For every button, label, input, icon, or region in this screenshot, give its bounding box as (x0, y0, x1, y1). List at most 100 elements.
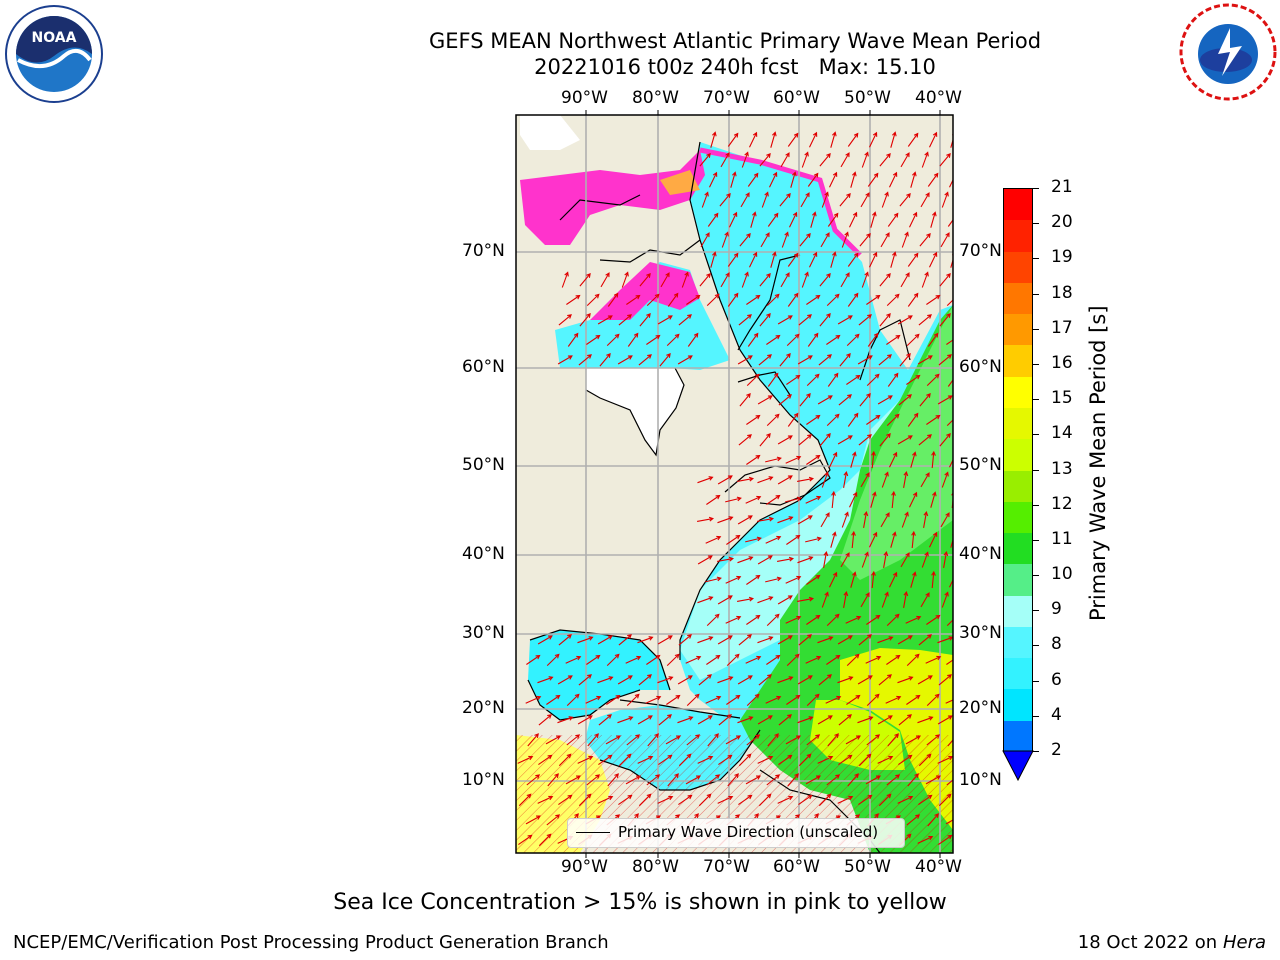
wave-arrow (717, 475, 733, 485)
wave-arrow (625, 655, 642, 664)
wave-arrow (525, 815, 541, 825)
wave-arrow (926, 414, 941, 425)
wave-arrow (598, 714, 612, 726)
title-line-1: GEFS MEAN Northwest Atlantic Primary Wav… (428, 29, 1042, 53)
wave-arrow (877, 755, 894, 764)
wave-arrow (778, 714, 792, 726)
wave-arrow (720, 272, 730, 288)
wave-arrow (847, 412, 859, 427)
wave-arrow (777, 595, 793, 605)
colorbar-segment (1004, 376, 1032, 409)
wave-arrow (746, 294, 761, 305)
wave-arrow (798, 753, 812, 767)
lon-label-top: 90°W (561, 88, 608, 108)
wave-arrow (930, 211, 937, 228)
colorbar-tick-mark (1033, 399, 1039, 401)
wave-arrow (919, 393, 931, 407)
wave-arrow (940, 512, 950, 528)
colorbar-tick-mark (1033, 363, 1039, 365)
wave-arrow (846, 694, 861, 705)
wave-arrow (920, 472, 930, 488)
wave-arrow (865, 775, 881, 785)
colorbar-tick-label: 6 (1051, 669, 1062, 690)
wave-arrow (879, 273, 891, 287)
wave-arrow (746, 373, 760, 386)
wave-arrow (617, 355, 633, 365)
wave-arrow (697, 516, 715, 522)
wave-arrow (810, 211, 817, 228)
colorbar-tick-label: 16 (1051, 352, 1073, 373)
wave-arrow (907, 412, 919, 427)
wave-arrow (886, 334, 901, 345)
wave-arrow (826, 413, 840, 426)
wave-arrow (766, 654, 781, 665)
wave-arrow (667, 773, 679, 787)
wave-arrow (821, 591, 829, 608)
wave-arrow (697, 596, 714, 604)
wave-arrow (787, 132, 799, 147)
wave-arrow (929, 531, 938, 548)
wave-arrow (725, 735, 741, 745)
wave-arrow (626, 693, 640, 706)
colorbar-tick-label: 10 (1051, 564, 1073, 585)
wave-arrow (765, 535, 782, 544)
wave-arrow (699, 273, 711, 287)
colorbar-tick-mark (1033, 434, 1039, 436)
wave-arrow (617, 716, 634, 724)
wave-arrow (851, 530, 856, 549)
wave-arrow (766, 293, 780, 306)
wave-arrow (858, 753, 872, 767)
wave-arrow (618, 753, 632, 767)
wave-arrow (938, 834, 953, 846)
wave-arrow (577, 755, 594, 764)
wave-arrow (845, 615, 862, 624)
colorbar-tick-label: 21 (1051, 177, 1073, 197)
wave-arrow (785, 496, 802, 503)
wave-arrow (618, 794, 633, 806)
wave-arrow (910, 571, 917, 588)
wave-arrow (697, 476, 714, 484)
lat-label-right: 70°N (959, 241, 1002, 261)
lat-label-left: 40°N (462, 544, 505, 564)
wave-arrow (765, 695, 782, 704)
wave-arrow (918, 794, 933, 806)
wave-arrow (760, 232, 770, 248)
wave-arrow (866, 693, 880, 706)
colorbar-segment (1004, 720, 1032, 753)
wave-arrow (779, 353, 791, 367)
wave-arrow (911, 530, 916, 549)
wave-arrow (906, 374, 921, 385)
lat-label-left: 60°N (462, 357, 505, 377)
colorbar-ticks: 21 20 19 18 17 16 15 14 13 12 11 10 9 8 6 4 2 (1033, 177, 1073, 760)
wave-arrow (927, 172, 939, 187)
wave-arrow (706, 494, 721, 505)
wave-arrow (866, 614, 881, 625)
wave-arrow (837, 676, 854, 684)
wave-arrow (867, 332, 879, 347)
wave-arrow (866, 414, 881, 425)
wave-arrow (700, 232, 710, 248)
wave-arrow (787, 292, 799, 307)
wave-arrow (666, 653, 680, 666)
wave-arrow (786, 694, 801, 705)
wave-arrow (789, 211, 798, 228)
lat-label-left: 20°N (462, 698, 505, 718)
lat-label-right: 20°N (959, 698, 1002, 718)
wave-arrow (870, 491, 877, 508)
wave-arrow (727, 252, 739, 267)
wave-arrow (927, 332, 939, 347)
wave-arrow (780, 152, 790, 168)
wave-arrow (786, 534, 801, 545)
wave-arrow (946, 659, 953, 665)
wave-arrow (910, 451, 917, 468)
wave-arrow (883, 550, 889, 568)
wave-arrow (738, 794, 753, 806)
wave-arrow (781, 231, 789, 248)
wave-arrow (586, 293, 600, 306)
map-frame (515, 114, 954, 854)
wave-arrow (941, 191, 949, 208)
wave-arrow (658, 754, 673, 766)
wave-arrow (761, 191, 769, 208)
wave-arrow (579, 273, 591, 287)
wave-arrow (621, 271, 629, 288)
